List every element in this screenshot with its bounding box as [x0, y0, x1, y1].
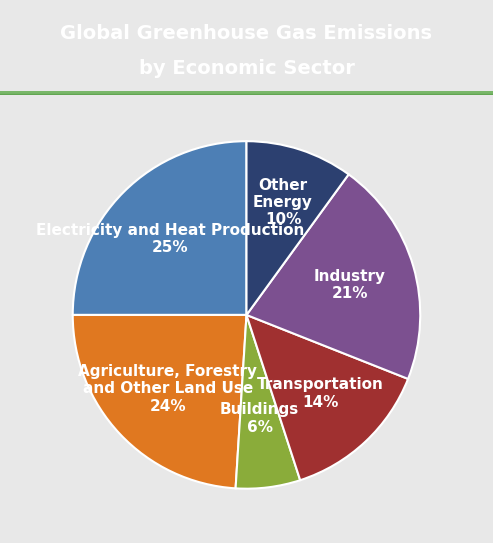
- Wedge shape: [246, 315, 408, 480]
- Bar: [0, 92, 493, 94]
- Wedge shape: [73, 141, 246, 315]
- Bar: [0, 92, 493, 94]
- Text: Buildings
6%: Buildings 6%: [220, 402, 299, 434]
- Wedge shape: [73, 315, 246, 488]
- Bar: [0, 93, 493, 94]
- Wedge shape: [236, 315, 300, 489]
- Bar: [0, 93, 493, 94]
- Text: Global Greenhouse Gas Emissions: Global Greenhouse Gas Emissions: [61, 24, 432, 43]
- Bar: [0, 91, 493, 93]
- Bar: [0, 91, 493, 93]
- Bar: [0, 92, 493, 94]
- Text: Other
Energy
10%: Other Energy 10%: [253, 178, 313, 228]
- Bar: [0, 92, 493, 94]
- Bar: [0, 93, 493, 95]
- Bar: [0, 92, 493, 94]
- Bar: [0, 92, 493, 93]
- Bar: [0, 92, 493, 93]
- Bar: [0, 92, 493, 94]
- Bar: [0, 92, 493, 93]
- Bar: [0, 92, 493, 94]
- Bar: [0, 93, 493, 94]
- Bar: [0, 92, 493, 94]
- Bar: [0, 93, 493, 94]
- Bar: [0, 92, 493, 94]
- Bar: [0, 93, 493, 95]
- Bar: [0, 92, 493, 94]
- Bar: [0, 92, 493, 93]
- Bar: [0, 92, 493, 94]
- Bar: [0, 92, 493, 94]
- Text: Agriculture, Forestry
and Other Land Use
24%: Agriculture, Forestry and Other Land Use…: [78, 364, 257, 414]
- Bar: [0, 91, 493, 93]
- Bar: [0, 92, 493, 94]
- Bar: [0, 93, 493, 95]
- Text: Electricity and Heat Production
25%: Electricity and Heat Production 25%: [36, 223, 305, 255]
- Wedge shape: [246, 174, 420, 379]
- Text: Transportation
14%: Transportation 14%: [257, 377, 384, 409]
- Bar: [0, 92, 493, 93]
- Bar: [0, 92, 493, 94]
- Bar: [0, 91, 493, 93]
- Text: Industry
21%: Industry 21%: [314, 269, 386, 301]
- Bar: [0, 91, 493, 93]
- Bar: [0, 92, 493, 94]
- Text: by Economic Sector: by Economic Sector: [139, 59, 354, 78]
- Bar: [0, 91, 493, 93]
- Bar: [0, 92, 493, 94]
- Bar: [0, 93, 493, 94]
- Bar: [0, 93, 493, 94]
- Bar: [0, 93, 493, 94]
- Bar: [0, 92, 493, 94]
- Bar: [0, 92, 493, 94]
- Bar: [0, 93, 493, 95]
- Bar: [0, 92, 493, 94]
- Bar: [0, 92, 493, 93]
- Bar: [0, 91, 493, 93]
- Wedge shape: [246, 141, 349, 315]
- Bar: [0, 93, 493, 95]
- Bar: [0, 92, 493, 93]
- Bar: [0, 92, 493, 94]
- Bar: [0, 92, 493, 94]
- Bar: [0, 93, 493, 95]
- Bar: [0, 93, 493, 95]
- Bar: [0, 93, 493, 95]
